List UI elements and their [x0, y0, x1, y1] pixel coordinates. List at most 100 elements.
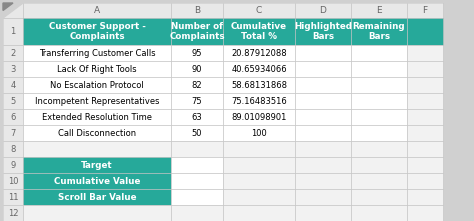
Bar [171, 157, 223, 173]
Bar [171, 125, 223, 141]
Bar [295, 125, 351, 141]
Bar [171, 189, 223, 205]
Bar [23, 109, 171, 125]
Bar [407, 189, 443, 205]
Bar [23, 18, 171, 45]
Bar [171, 3, 223, 18]
Text: Call Disconnection: Call Disconnection [58, 128, 136, 137]
Text: 2: 2 [10, 48, 16, 57]
Bar [3, 189, 23, 205]
Text: 75: 75 [191, 97, 202, 105]
Text: Target: Target [81, 160, 113, 170]
Text: 1: 1 [10, 27, 16, 36]
Text: 8: 8 [10, 145, 16, 154]
Bar [351, 157, 407, 173]
Bar [223, 45, 295, 61]
Bar [407, 205, 443, 221]
Bar [23, 189, 171, 205]
Bar [351, 77, 407, 93]
Bar [223, 77, 295, 93]
Bar [351, 18, 407, 45]
Text: 90: 90 [192, 65, 202, 74]
Text: 6: 6 [10, 112, 16, 122]
Bar [3, 173, 23, 189]
Polygon shape [3, 3, 13, 11]
Bar [351, 189, 407, 205]
Text: Lack Of Right Tools: Lack Of Right Tools [57, 65, 137, 74]
Text: No Escalation Protocol: No Escalation Protocol [50, 80, 144, 90]
Text: 5: 5 [10, 97, 16, 105]
Bar [23, 61, 171, 77]
Bar [295, 157, 351, 173]
Bar [23, 205, 171, 221]
Text: 75.16483516: 75.16483516 [231, 97, 287, 105]
Bar [351, 173, 407, 189]
Text: 89.01098901: 89.01098901 [231, 112, 287, 122]
Bar [223, 173, 295, 189]
Bar [295, 205, 351, 221]
Text: 58.68131868: 58.68131868 [231, 80, 287, 90]
Bar [223, 3, 295, 18]
Bar [407, 109, 443, 125]
Bar [23, 141, 171, 157]
Bar [295, 173, 351, 189]
Bar [171, 45, 223, 61]
Bar [223, 125, 295, 141]
Bar [171, 173, 223, 189]
Bar [351, 205, 407, 221]
Bar [23, 125, 171, 141]
Bar [3, 61, 23, 77]
Text: 7: 7 [10, 128, 16, 137]
Bar [407, 77, 443, 93]
Text: 63: 63 [191, 112, 202, 122]
Text: A: A [94, 6, 100, 15]
Bar [295, 61, 351, 77]
Text: Remaining
Bars: Remaining Bars [353, 22, 405, 41]
Bar [3, 205, 23, 221]
Text: Customer Support -
Complaints: Customer Support - Complaints [48, 22, 146, 41]
Bar [171, 93, 223, 109]
Bar [351, 109, 407, 125]
Text: 11: 11 [8, 192, 18, 202]
Bar [223, 141, 295, 157]
Text: 12: 12 [8, 208, 18, 217]
Bar [3, 18, 23, 45]
Bar [407, 173, 443, 189]
Text: Incompetent Representatives: Incompetent Representatives [35, 97, 159, 105]
Text: 9: 9 [10, 160, 16, 170]
Bar [171, 109, 223, 125]
Bar [223, 205, 295, 221]
Bar [407, 18, 443, 45]
Bar [223, 61, 295, 77]
Bar [3, 93, 23, 109]
Text: Extended Resolution Time: Extended Resolution Time [42, 112, 152, 122]
Bar [223, 18, 295, 45]
Bar [23, 45, 171, 61]
Text: D: D [319, 6, 327, 15]
Bar [407, 45, 443, 61]
Text: Cumulative
Total %: Cumulative Total % [231, 22, 287, 41]
Bar [223, 109, 295, 125]
Text: C: C [256, 6, 262, 15]
Polygon shape [3, 3, 23, 18]
Bar [23, 157, 171, 173]
Bar [3, 3, 23, 18]
Text: 4: 4 [10, 80, 16, 90]
Text: F: F [422, 6, 428, 15]
Text: 20.87912088: 20.87912088 [231, 48, 287, 57]
Bar [295, 45, 351, 61]
Text: B: B [194, 6, 200, 15]
Bar [23, 173, 171, 189]
Bar [171, 205, 223, 221]
Bar [351, 3, 407, 18]
Bar [223, 157, 295, 173]
Bar [171, 141, 223, 157]
Bar [3, 45, 23, 61]
Text: 82: 82 [191, 80, 202, 90]
Bar [171, 18, 223, 45]
Text: Highlighted
Bars: Highlighted Bars [294, 22, 352, 41]
Bar [23, 93, 171, 109]
Text: Scroll Bar Value: Scroll Bar Value [58, 192, 136, 202]
Bar [171, 77, 223, 93]
Bar [351, 93, 407, 109]
